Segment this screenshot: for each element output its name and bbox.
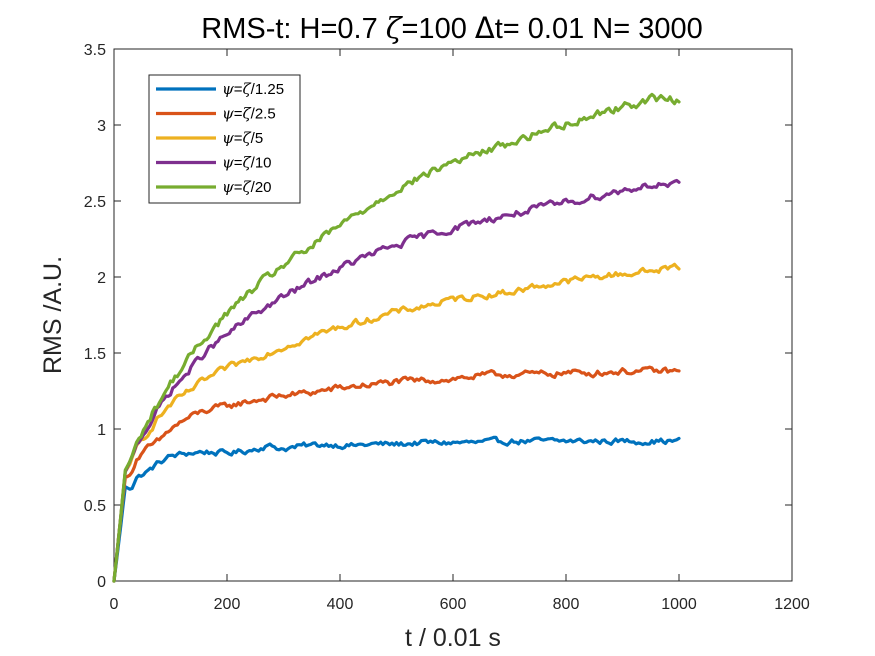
- series-line: [112, 365, 681, 583]
- y-axis-label: RMS /A.U.: [39, 256, 67, 374]
- series-line: [112, 435, 681, 583]
- x-axis-label: t / 0.01 s: [405, 624, 501, 652]
- y-tick-label: 2: [97, 270, 106, 287]
- x-tick-label: 1000: [661, 596, 697, 613]
- title-prefix: RMS-t: H=0.7: [201, 13, 386, 45]
- y-tick-label: 0: [97, 574, 106, 591]
- title-zeta-value: =100: [402, 13, 475, 45]
- y-tick-label: 3.5: [84, 42, 106, 59]
- x-tick-label: 1200: [774, 596, 810, 613]
- x-tick-label: 400: [327, 596, 354, 613]
- y-tick-label: 1: [97, 422, 106, 439]
- chart-title: RMS-t: H=0.7 ζ=100 Δt= 0.01 N= 3000: [201, 11, 702, 45]
- legend: ψ=ζ/1.25 ψ=ζ/2.5 ψ=ζ/5 ψ=ζ/10 ψ=ζ/20: [148, 74, 301, 204]
- x-tick-label: 800: [553, 596, 580, 613]
- legend-label: ψ=ζ/2.5: [222, 105, 276, 123]
- series-line: [112, 178, 681, 583]
- y-axis: 0 0.5 1 1.5 2 2.5 3 3.5: [84, 42, 792, 591]
- y-tick-label: 0.5: [84, 498, 106, 515]
- legend-label: ψ=ζ/10: [222, 154, 272, 172]
- y-tick-label: 1.5: [84, 346, 106, 363]
- x-tick-label: 0: [110, 596, 119, 613]
- title-rest: t= 0.01 N= 3000: [495, 13, 703, 45]
- x-tick-label: 600: [440, 596, 467, 613]
- title-delta: Δ: [475, 11, 495, 45]
- legend-label: ψ=ζ/1.25: [222, 80, 284, 98]
- legend-label: ψ=ζ/5: [222, 129, 263, 147]
- x-tick-label: 200: [214, 596, 241, 613]
- series-line: [112, 262, 681, 583]
- y-tick-label: 3: [97, 118, 106, 135]
- y-tick-label: 2.5: [84, 194, 106, 211]
- x-axis: 0 200 400 600 800 1000 1200: [110, 49, 810, 613]
- series-layer: [112, 92, 681, 583]
- legend-label: ψ=ζ/20: [222, 178, 272, 196]
- series-line: [112, 92, 681, 583]
- title-zeta: ζ: [386, 11, 404, 45]
